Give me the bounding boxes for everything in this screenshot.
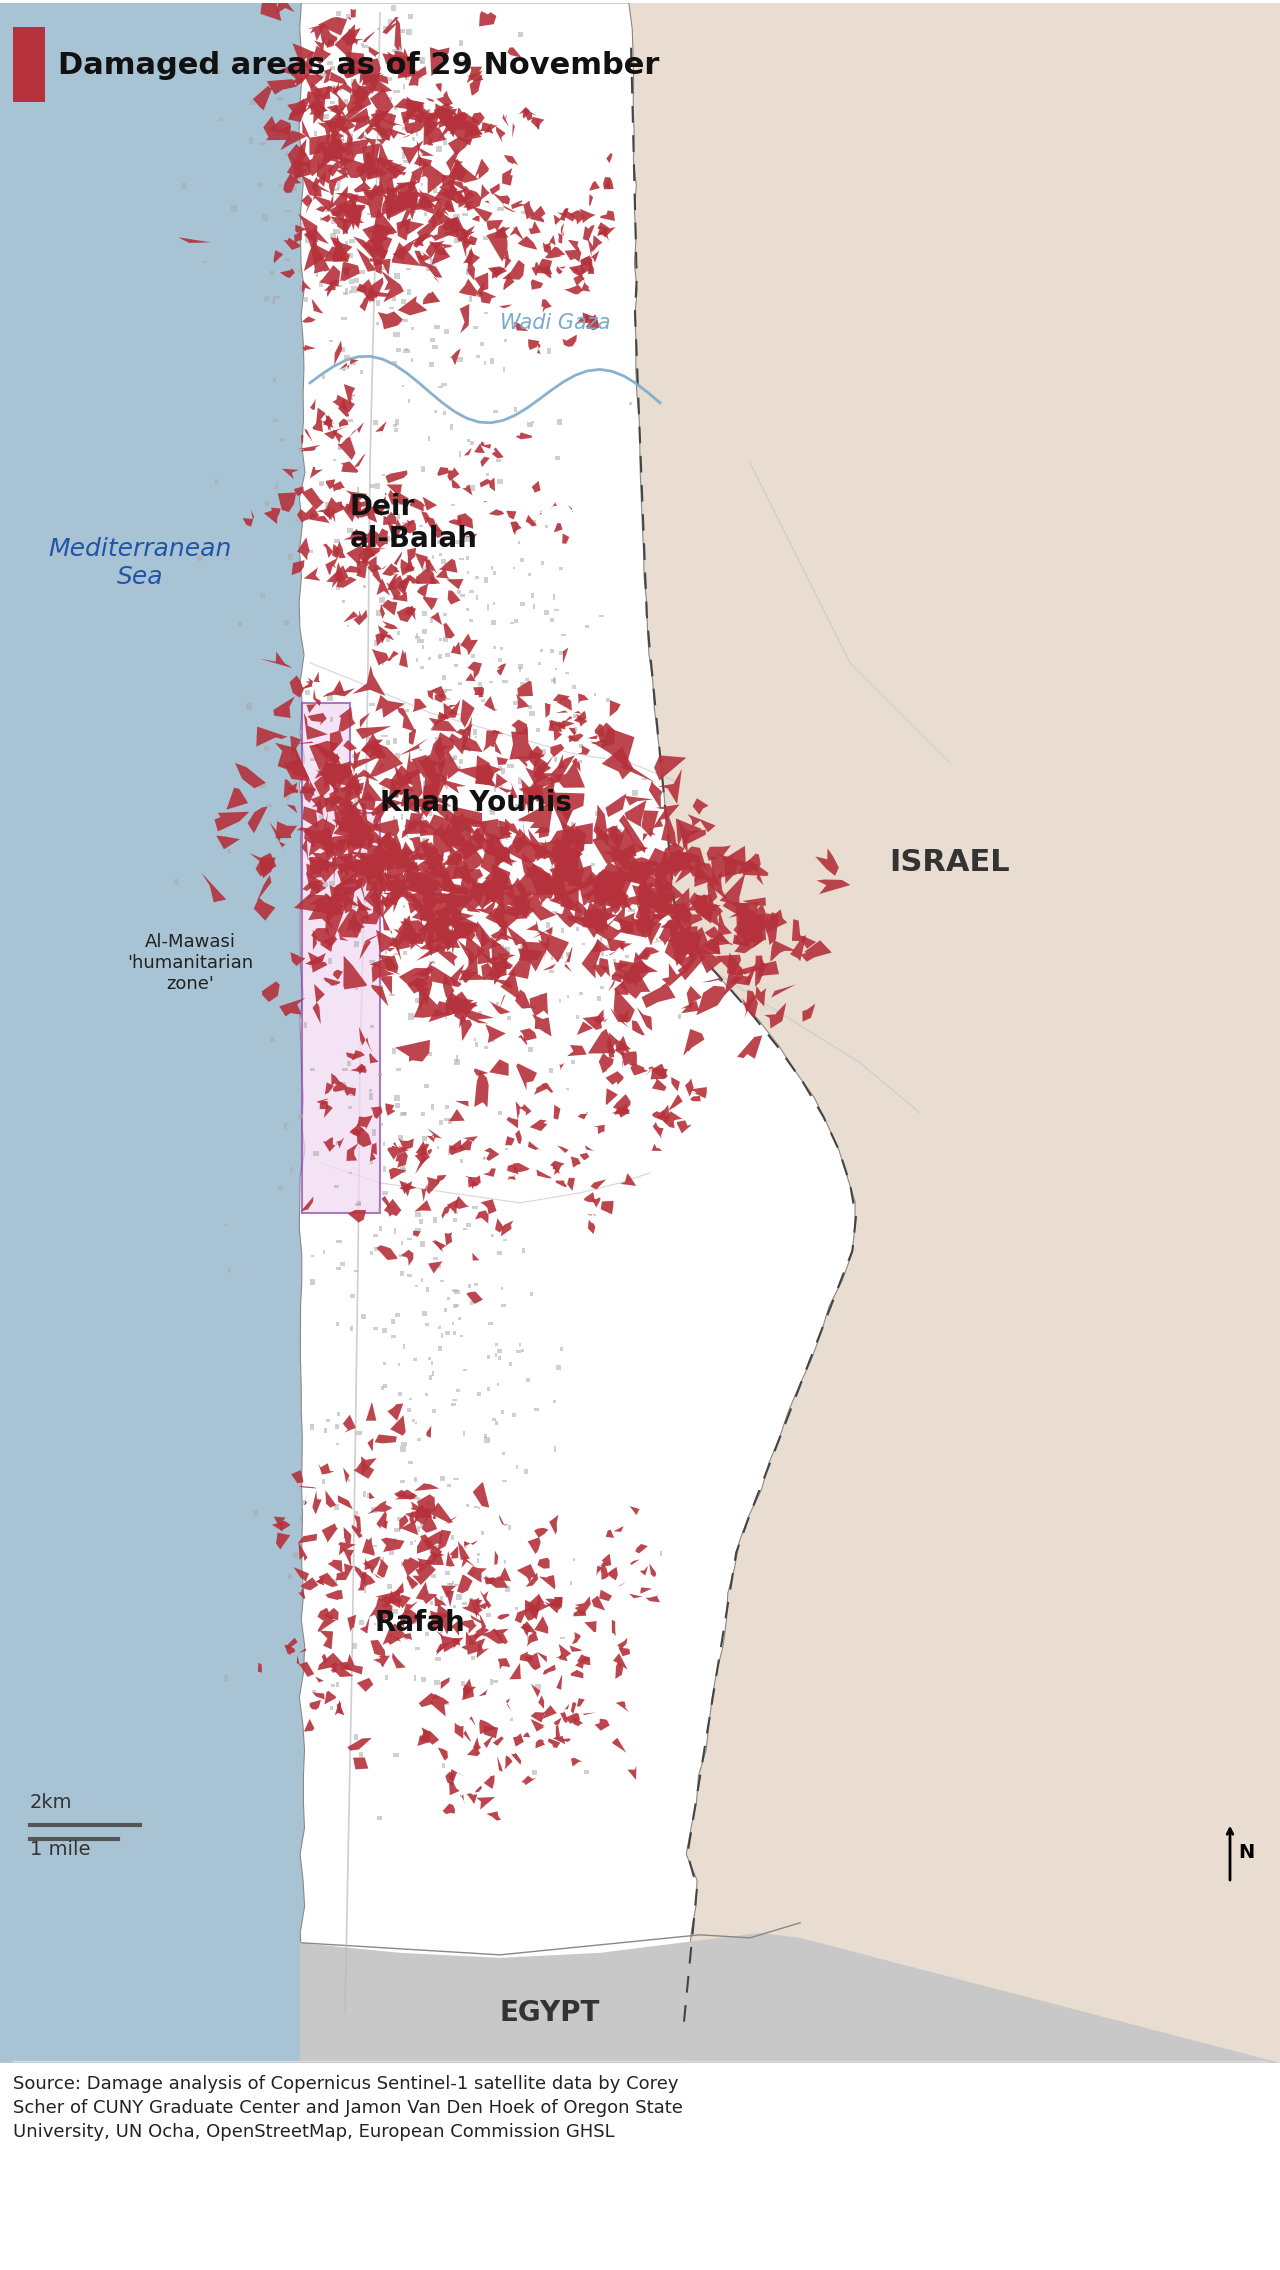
Polygon shape bbox=[0, 2, 305, 2063]
Polygon shape bbox=[630, 2, 1280, 2063]
Text: EGYPT: EGYPT bbox=[499, 2000, 600, 2027]
Text: Source: Damage analysis of Copernicus Sentinel-1 satellite data by Corey
Scher o: Source: Damage analysis of Copernicus Se… bbox=[13, 2075, 682, 2141]
Text: Wadi Gaza: Wadi Gaza bbox=[499, 313, 611, 334]
Polygon shape bbox=[630, 2, 1280, 2063]
Text: Rafah: Rafah bbox=[375, 1609, 466, 1637]
Text: 1 mile: 1 mile bbox=[29, 1841, 91, 1859]
Text: ISRAEL: ISRAEL bbox=[890, 849, 1010, 876]
Text: N: N bbox=[1238, 1843, 1254, 1861]
Text: Al-Mawasi
'humanitarian
zone': Al-Mawasi 'humanitarian zone' bbox=[127, 933, 253, 992]
Polygon shape bbox=[300, 2, 856, 2063]
Text: Deir
al-Balah: Deir al-Balah bbox=[349, 493, 477, 554]
Text: Khan Younis: Khan Younis bbox=[380, 790, 572, 817]
Text: BBC: BBC bbox=[1146, 2141, 1222, 2170]
Text: Damaged areas as of 29 November: Damaged areas as of 29 November bbox=[58, 50, 659, 79]
Text: Mediterranean
Sea: Mediterranean Sea bbox=[49, 538, 232, 588]
Bar bbox=[13, 27, 45, 102]
Polygon shape bbox=[302, 704, 380, 1212]
Polygon shape bbox=[300, 1932, 1280, 2063]
Text: 2km: 2km bbox=[29, 1793, 73, 1811]
